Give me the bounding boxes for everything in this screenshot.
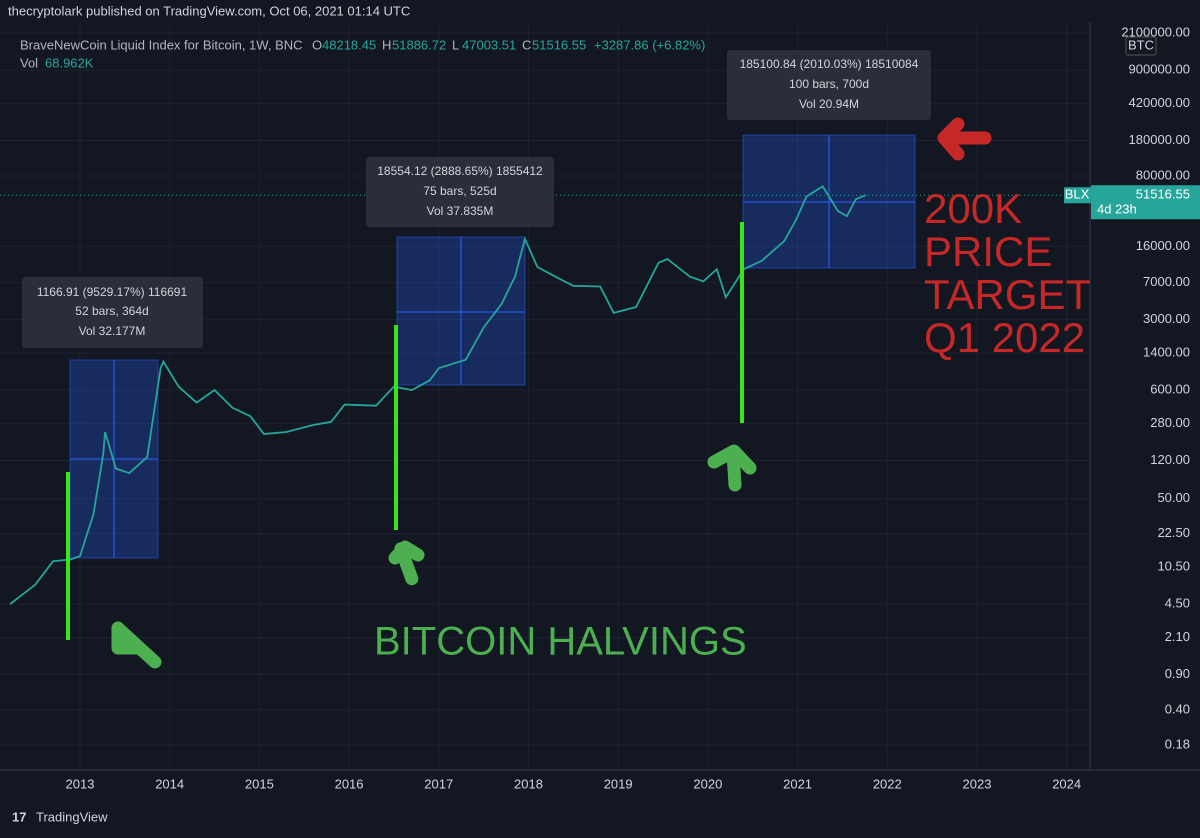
y-tick-label: 16000.00 — [1136, 238, 1190, 253]
measure-label-box — [366, 157, 554, 227]
x-tick-label: 2017 — [424, 776, 453, 791]
x-tick-label: 2018 — [514, 776, 543, 791]
measure-text: 52 bars, 364d — [75, 304, 148, 318]
grid — [0, 22, 1090, 770]
y-tick-label: 3000.00 — [1143, 311, 1190, 326]
arrow — [937, 117, 992, 161]
currency: BTC — [1128, 37, 1154, 52]
measure-text: 75 bars, 525d — [423, 184, 496, 198]
measure-text: Vol 32.177M — [79, 324, 146, 338]
arrow — [388, 540, 425, 586]
x-tick-label: 2022 — [873, 776, 902, 791]
arrow — [111, 621, 162, 669]
ohlc-value: 48218.45 — [322, 37, 376, 52]
ohlc-value: 47003.51 — [462, 37, 516, 52]
y-tick-label: 22.50 — [1157, 525, 1190, 540]
y-tick-label: 2100000.00 — [1121, 24, 1190, 39]
ohlc: O 48218.45 H 51886.72 L 47003.51 C 51516.55 +328… — [312, 37, 705, 52]
x-tick-label: 2024 — [1052, 776, 1081, 791]
y-tick-label: 0.40 — [1165, 701, 1190, 716]
ohlc-key: H — [382, 37, 391, 52]
measure-text: 1166.91 (9529.17%) 116691 — [37, 285, 188, 299]
measure-text: Vol 20.94M — [799, 97, 859, 111]
symbol: BraveNewCoin Liquid Index for Bitcoin, 1… — [20, 37, 303, 52]
x-tick-label: 2013 — [66, 776, 95, 791]
y-tick-label: 120.00 — [1150, 452, 1190, 467]
measure-labels: 1166.91 (9529.17%) 116691 52 bars, 364d … — [22, 50, 931, 348]
arrows — [111, 117, 992, 669]
price-tag-value: 51516.55 — [1136, 187, 1190, 202]
y-tick-label: 10.50 — [1157, 559, 1190, 574]
y-tick-label: 1400.00 — [1143, 344, 1190, 359]
y-tick-label: 280.00 — [1150, 415, 1190, 430]
header-bar — [0, 0, 1200, 22]
y-tick-label: 50.00 — [1157, 490, 1190, 505]
footer-brand: TradingView — [36, 809, 108, 824]
x-tick-label: 2019 — [604, 776, 633, 791]
currency-box — [1125, 36, 1157, 56]
halving-lines — [66, 222, 744, 640]
price-tag-box — [1091, 185, 1200, 220]
price-tag-name-box — [1064, 187, 1091, 204]
measure-label-box — [22, 277, 203, 348]
ohlc-key: C — [522, 37, 531, 52]
measure-text: 18554.12 (2888.65%) 1855412 — [377, 164, 543, 178]
y-tick-label: 420000.00 — [1129, 95, 1190, 110]
ohlc-value: 51516.55 — [532, 37, 586, 52]
ohlc-value: 51886.72 — [392, 37, 446, 52]
ohlc-change: +3287.86 (+6.82%) — [594, 37, 705, 52]
axes: 2100000.00 900000.00 420000.00 180000.00 800… — [66, 24, 1200, 791]
y-tick-label: 7000.00 — [1143, 274, 1190, 289]
measure-text: 100 bars, 700d — [789, 77, 869, 91]
y-tick-label: 600.00 — [1150, 381, 1190, 396]
x-tick-label: 2014 — [155, 776, 184, 791]
ohlc-key: L — [452, 37, 459, 52]
ohlc-key: O — [312, 37, 322, 52]
target-text: TARGET — [924, 271, 1091, 318]
volume-label: Vol — [20, 55, 38, 70]
x-tick-label: 2016 — [335, 776, 364, 791]
price-tag-name: BLX — [1065, 187, 1090, 202]
volume-value: 68.962K — [45, 55, 94, 70]
y-tick-label: 0.18 — [1165, 736, 1190, 751]
price-tag-countdown: 4d 23h — [1097, 202, 1137, 217]
y-tick-label: 0.90 — [1165, 666, 1190, 681]
measure-text: Vol 37.835M — [427, 204, 494, 218]
footer-logo: 17 — [12, 809, 26, 824]
y-tick-label: 180000.00 — [1129, 132, 1190, 147]
y-tick-label: 4.50 — [1165, 596, 1190, 611]
x-tick-label: 2021 — [783, 776, 812, 791]
publisher: thecryptolark published on TradingView.c… — [8, 3, 410, 18]
arrow — [707, 444, 757, 492]
target-text: Q1 2022 — [924, 314, 1085, 361]
halvings-text: BITCOIN HALVINGS — [374, 620, 747, 664]
target-text: PRICE — [924, 228, 1052, 275]
x-tick-label: 2020 — [693, 776, 722, 791]
y-tick-label: 80000.00 — [1136, 167, 1190, 182]
x-tick-label: 2015 — [245, 776, 274, 791]
x-tick-label: 2023 — [963, 776, 992, 791]
y-tick-label: 900000.00 — [1129, 62, 1190, 77]
y-tick-label: 2.10 — [1165, 629, 1190, 644]
measure-text: 185100.84 (2010.03%) 18510084 — [740, 57, 919, 71]
footer — [0, 800, 1200, 838]
target-text: 200K — [924, 185, 1022, 232]
measure-label-box — [727, 50, 931, 120]
